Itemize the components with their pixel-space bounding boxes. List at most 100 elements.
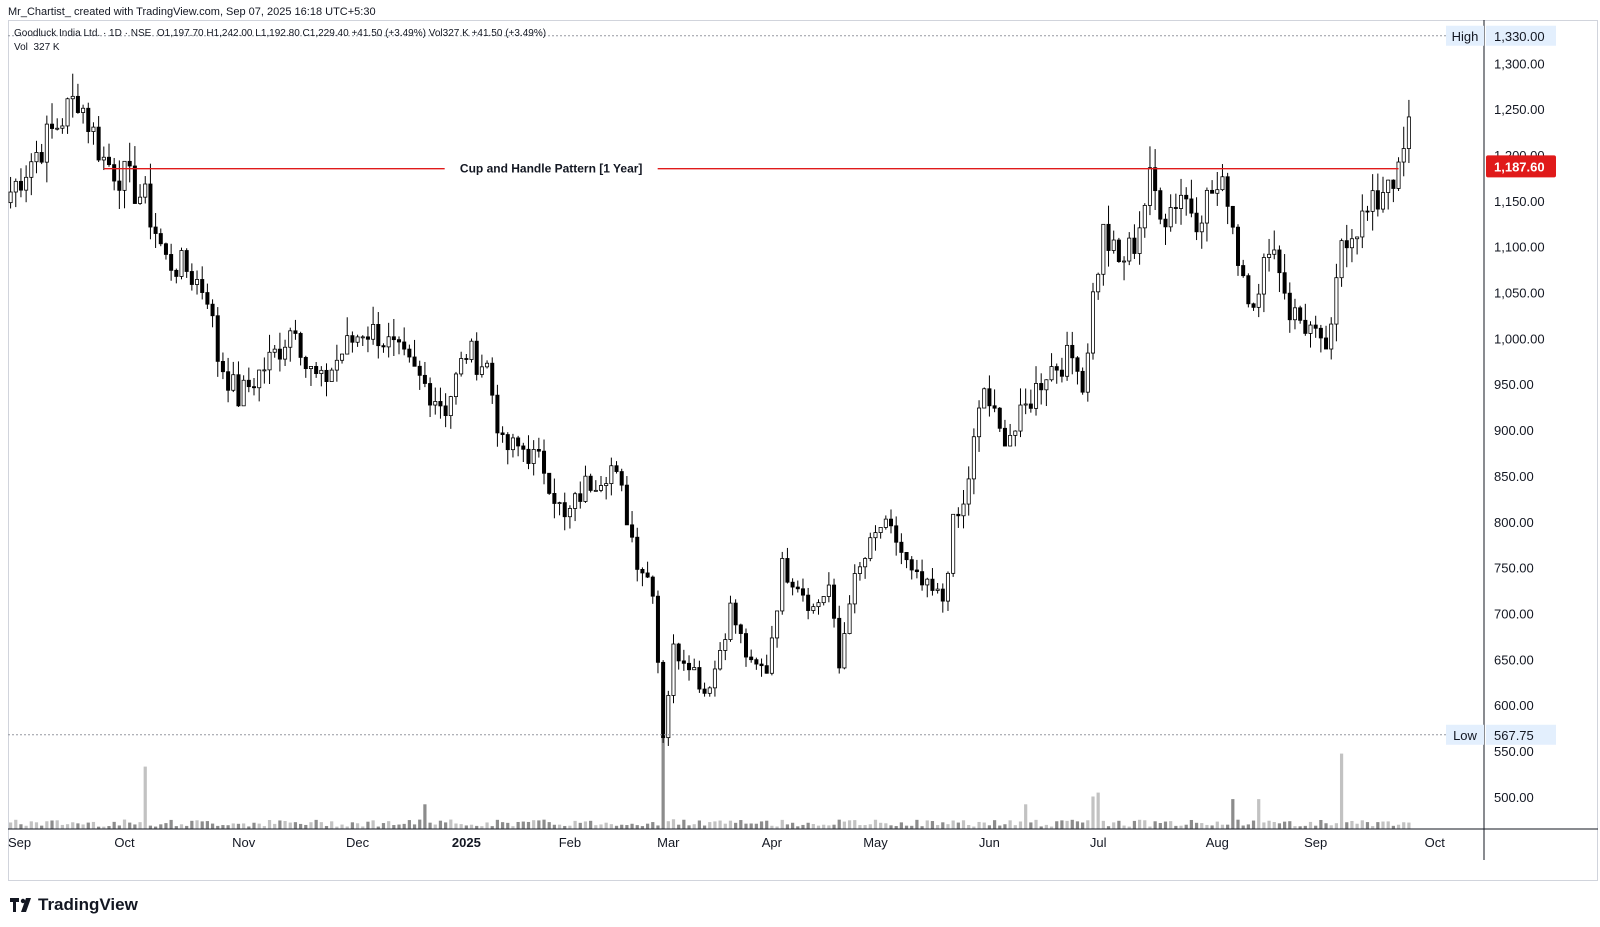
volume-bar xyxy=(283,821,287,829)
volume-bar xyxy=(464,825,468,829)
volume-bar xyxy=(718,820,722,829)
candle-body xyxy=(148,183,153,228)
volume-bar xyxy=(179,824,184,829)
volume-bar xyxy=(412,824,417,829)
candle-body xyxy=(593,489,598,492)
chart-credit: Mr_Chartist_ created with TradingView.co… xyxy=(8,6,376,18)
candle-body xyxy=(806,594,811,611)
high-tag-bg xyxy=(1446,25,1484,46)
candle-body xyxy=(169,254,174,271)
candle-body xyxy=(1324,337,1329,350)
volume-bar xyxy=(630,823,634,829)
volume-bar xyxy=(521,821,525,829)
volume-bar xyxy=(71,822,75,829)
candle-body xyxy=(1318,327,1323,339)
volume-bar xyxy=(1355,823,1359,829)
candle-body xyxy=(562,502,567,518)
volume-bar xyxy=(552,824,556,829)
candle-body xyxy=(526,448,531,464)
candle-body xyxy=(1142,205,1147,229)
x-tick-label: Sep xyxy=(8,835,31,850)
volume-bar xyxy=(1314,825,1318,829)
volume-bar xyxy=(65,824,70,829)
candle-body xyxy=(552,493,557,504)
volume-bar xyxy=(734,822,738,829)
volume-bar xyxy=(951,820,955,829)
candle-body xyxy=(1396,161,1401,189)
volume-bar xyxy=(402,823,406,829)
candle-body xyxy=(479,366,484,375)
volume-bar xyxy=(1096,792,1100,829)
candle-body xyxy=(412,356,417,367)
candle-body xyxy=(495,394,500,434)
tradingview-icon xyxy=(10,898,34,912)
volume-bar xyxy=(1226,824,1230,829)
volume-bar xyxy=(397,824,401,829)
candle-body xyxy=(298,333,303,358)
volume-bar xyxy=(153,826,158,829)
candle-body xyxy=(842,633,847,669)
volume-bar xyxy=(568,825,572,829)
candle-body xyxy=(832,584,837,619)
volume-bar xyxy=(1075,821,1080,829)
volume-bar xyxy=(1339,753,1344,829)
volume-bar xyxy=(60,824,64,829)
volume-bar xyxy=(423,804,427,829)
volume-bar xyxy=(1024,804,1028,829)
volume-bar xyxy=(1158,822,1162,829)
volume-bar xyxy=(692,824,696,829)
volume-bar xyxy=(604,822,608,829)
candle-body xyxy=(1059,369,1064,377)
y-tick-label: 550.00 xyxy=(1494,744,1534,759)
candle-body xyxy=(179,250,184,277)
volume-bar xyxy=(1200,823,1204,829)
volume-bar xyxy=(1065,820,1069,829)
candle-body xyxy=(1122,260,1127,263)
volume-bar xyxy=(1391,825,1395,829)
candle-body xyxy=(837,617,842,669)
y-tick-label: 650.00 xyxy=(1494,652,1534,667)
candle-body xyxy=(1106,223,1111,251)
candle-body xyxy=(909,559,914,571)
volume-bar xyxy=(1039,826,1043,829)
volume-bar xyxy=(195,820,199,829)
candle-body xyxy=(122,160,127,191)
volume-bar xyxy=(159,824,163,829)
volume-bar xyxy=(1407,822,1411,829)
candle-body xyxy=(961,503,966,517)
volume-bar xyxy=(24,825,28,829)
x-tick-label: May xyxy=(863,835,888,850)
volume-bar xyxy=(1262,822,1266,829)
candle-body xyxy=(863,558,868,568)
candle-body xyxy=(1386,179,1391,193)
volume-bar xyxy=(780,819,784,829)
volume-bar xyxy=(1153,821,1157,829)
candle-body xyxy=(226,371,231,391)
tradingview-logo[interactable]: TradingView xyxy=(10,895,138,915)
volume-bar xyxy=(801,824,805,829)
candle-body xyxy=(1344,240,1349,249)
candle-body xyxy=(314,366,319,375)
candle-body xyxy=(1153,167,1158,192)
volume-bar xyxy=(205,821,209,829)
candle-body xyxy=(485,362,490,368)
y-tick-label: 850.00 xyxy=(1494,469,1534,484)
candle-body xyxy=(8,191,13,204)
volume-bar xyxy=(14,819,18,829)
volume-bar xyxy=(972,826,976,829)
candle-body xyxy=(464,358,469,360)
volume-bar xyxy=(594,825,598,829)
low-value-label: 567.75 xyxy=(1494,728,1534,743)
candle-body xyxy=(873,532,878,539)
candle-body xyxy=(743,633,749,658)
candle-body xyxy=(319,369,324,375)
candle-body xyxy=(759,663,764,667)
symbol-label: Goodluck India Ltd. · 1D · NSE xyxy=(14,28,152,39)
candle-body xyxy=(1210,189,1215,194)
volume-bar xyxy=(1293,826,1297,829)
candle-body xyxy=(904,552,909,561)
volume-bar xyxy=(200,821,204,829)
candle-body xyxy=(573,493,578,509)
volume-bar xyxy=(977,821,981,829)
